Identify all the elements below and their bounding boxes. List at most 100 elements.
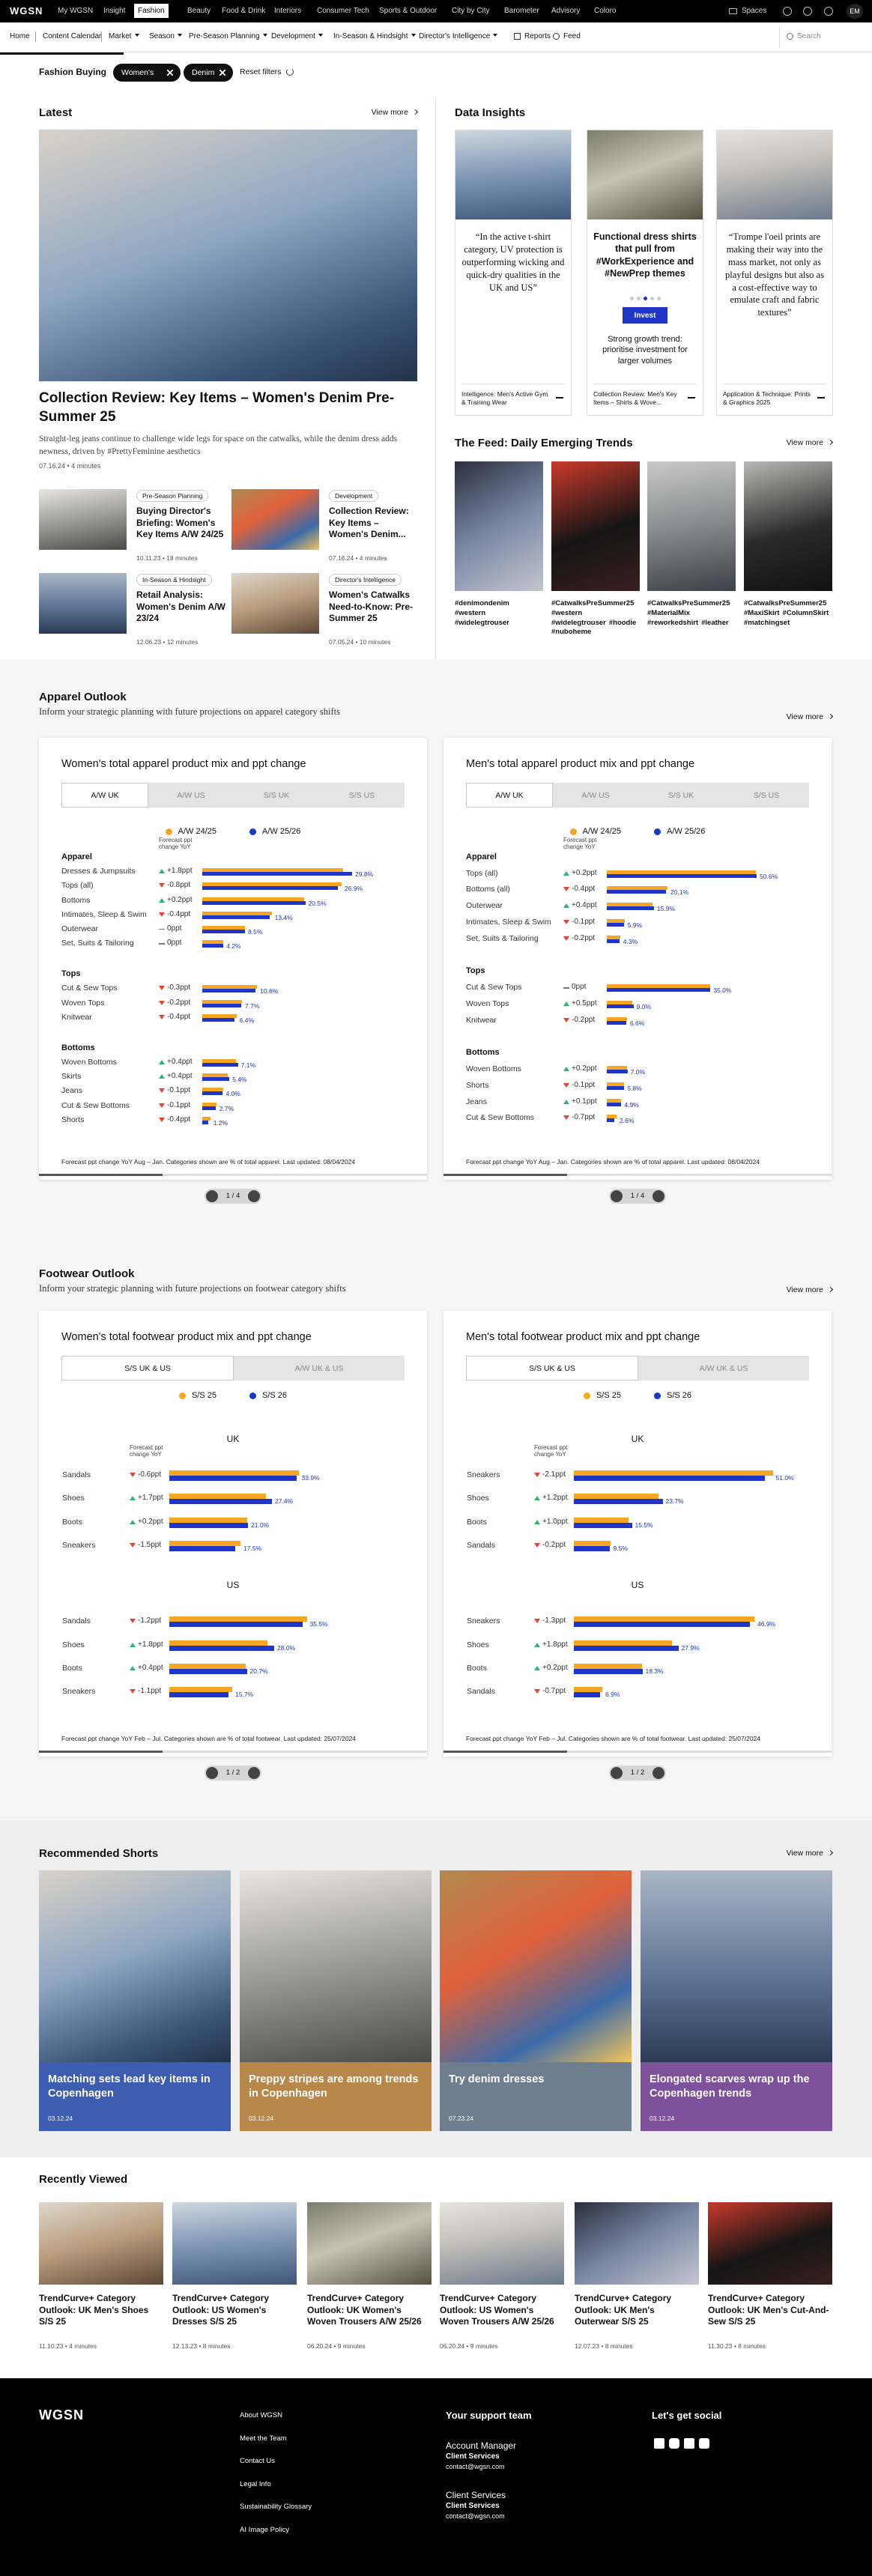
icon[interactable] <box>783 7 792 16</box>
recent-title[interactable]: TrendCurve+ Category Outlook: UK Women's… <box>307 2293 422 2327</box>
nav-item[interactable]: Sports & Outdoor <box>379 7 437 15</box>
footer-link[interactable]: Sustainability Glossary <box>240 2503 312 2511</box>
card-title[interactable]: Collection Review: Key Items – Women's D… <box>329 506 409 540</box>
social-icon[interactable] <box>669 2438 679 2449</box>
tab[interactable]: S/S UK & US <box>466 1356 638 1381</box>
recent-title[interactable]: TrendCurve+ Category Outlook: US Women's… <box>172 2293 270 2327</box>
tab[interactable]: S/S UK <box>667 790 694 800</box>
nav-item[interactable]: Fashion <box>134 4 169 18</box>
nav-item[interactable]: Beauty <box>187 7 211 15</box>
sub-nav-item[interactable]: In-Season & Hindsight <box>333 32 416 40</box>
tab[interactable]: S/S US <box>753 790 780 800</box>
nav-item[interactable]: City by City <box>452 7 490 15</box>
recent-title[interactable]: TrendCurve+ Category Outlook: US Women's… <box>440 2293 554 2327</box>
carousel-dot[interactable] <box>650 297 654 300</box>
next-page[interactable] <box>653 1190 664 1202</box>
icon[interactable] <box>803 7 812 16</box>
nav-item[interactable]: Barometer <box>504 7 539 15</box>
view-more[interactable]: View more <box>342 108 417 117</box>
prev-page[interactable] <box>611 1190 623 1202</box>
tab[interactable]: A/W US <box>177 790 205 800</box>
sub-nav-item[interactable]: Development <box>271 32 323 40</box>
short-card[interactable]: Elongated scarves wrap up the Copenhagen… <box>641 1870 832 2131</box>
tab[interactable]: A/W US <box>581 790 610 800</box>
sub-nav-item[interactable]: Director's Intelligence <box>419 32 497 40</box>
view-more[interactable]: View more <box>757 438 832 447</box>
nav-item[interactable]: Coloro <box>594 7 617 15</box>
nav-item[interactable]: Food & Drink <box>222 7 266 15</box>
nav-item[interactable]: Interiors <box>274 7 302 15</box>
prev-page[interactable] <box>611 1767 623 1779</box>
footer-link[interactable]: Meet the Team <box>240 2434 287 2443</box>
tab[interactable]: A/W UK & US <box>699 1363 748 1373</box>
view-more[interactable]: View more <box>757 1849 832 1858</box>
prev-page[interactable] <box>206 1767 218 1779</box>
tab[interactable]: S/S UK & US <box>61 1356 234 1381</box>
nav-item[interactable]: My WGSN <box>58 7 94 15</box>
view-more[interactable]: View more <box>757 712 832 721</box>
hashtag[interactable]: #MaterialMix <box>647 608 691 617</box>
tab[interactable]: S/S US <box>348 790 375 800</box>
spaces[interactable]: Spaces <box>742 7 767 15</box>
hashtag[interactable]: #ColumnSkirt <box>782 608 829 617</box>
sub-nav-item[interactable]: Feed <box>563 32 581 40</box>
hashtag[interactable]: #CatwalksPreSummer25 <box>551 599 635 607</box>
recent-title[interactable]: TrendCurve+ Category Outlook: UK Men's O… <box>575 2293 672 2327</box>
nav-item[interactable]: Consumer Tech <box>317 7 369 15</box>
sub-nav-item[interactable]: Content Calendar <box>43 32 102 40</box>
tab[interactable]: A/W UK & US <box>294 1363 344 1373</box>
hero-title[interactable]: Collection Review: Key Items – Women's D… <box>39 390 395 425</box>
filter-pill[interactable]: Denim <box>184 64 233 82</box>
icon[interactable] <box>824 7 833 16</box>
sub-nav-item[interactable]: Pre-Season Planning <box>189 32 267 40</box>
carousel-dot[interactable] <box>630 297 634 300</box>
footer-link[interactable]: Legal Info <box>240 2479 271 2488</box>
nav-item[interactable]: Insight <box>103 7 126 15</box>
sub-nav-item[interactable]: Reports <box>524 32 551 40</box>
hashtag[interactable]: #widelegtrouser <box>455 618 509 627</box>
sub-nav-item[interactable]: Home <box>10 32 30 40</box>
hashtag[interactable]: #nuboheme <box>551 628 592 637</box>
tab[interactable]: A/W UK <box>61 783 148 807</box>
hashtag[interactable]: #hoodie <box>608 618 637 627</box>
insight-card[interactable]: Functional dress shirts that pull from #… <box>587 130 703 416</box>
hashtag[interactable]: #reworkedshirt <box>647 618 699 627</box>
hashtag[interactable]: #denimondenim <box>455 599 509 607</box>
recent-title[interactable]: TrendCurve+ Category Outlook: UK Men's S… <box>39 2293 149 2327</box>
hashtag[interactable]: #widelegtrouser <box>551 618 606 627</box>
insight-button[interactable]: Invest <box>623 307 667 324</box>
hashtag[interactable]: #matchingset <box>744 618 790 627</box>
insight-card[interactable]: “In the active t-shirt category, UV prot… <box>455 130 572 416</box>
nav-item[interactable]: Advisory <box>551 7 581 15</box>
insight-card[interactable]: “Trompe l'oeil prints are making their w… <box>716 130 833 416</box>
filter-pill[interactable]: Women's <box>113 64 181 82</box>
next-page[interactable] <box>248 1767 260 1779</box>
footer-link[interactable]: AI Image Policy <box>240 2525 289 2534</box>
hashtag[interactable]: #CatwalksPreSummer25 <box>744 599 827 607</box>
hashtag[interactable]: #western <box>551 608 583 617</box>
hashtag[interactable]: #leather <box>701 618 729 627</box>
card-title[interactable]: Retail Analysis: Women's Denim A/W 23/24 <box>136 590 225 624</box>
contact-email[interactable]: contact@wgsn.com <box>446 2512 505 2520</box>
sub-nav-item[interactable]: Season <box>149 32 182 40</box>
footer-link[interactable]: About WGSN <box>240 2411 283 2419</box>
short-card[interactable]: Matching sets lead key items in Copenhag… <box>39 1870 231 2131</box>
carousel-dot[interactable] <box>644 297 647 300</box>
card-title[interactable]: Women's Catwalks Need-to-Know: Pre-Summe… <box>329 590 413 624</box>
card-title[interactable]: Buying Director's Briefing: Women's Key … <box>136 506 224 540</box>
user-avatar[interactable]: EM <box>847 4 863 19</box>
next-page[interactable] <box>653 1767 664 1779</box>
tab[interactable]: A/W UK <box>466 783 553 807</box>
recent-title[interactable]: TrendCurve+ Category Outlook: UK Men's C… <box>708 2293 829 2327</box>
next-page[interactable] <box>248 1190 260 1202</box>
hashtag[interactable]: #CatwalksPreSummer25 <box>647 599 730 607</box>
social-icon[interactable] <box>684 2438 694 2449</box>
search-input[interactable]: Search <box>797 32 821 40</box>
social-icon[interactable] <box>699 2438 709 2449</box>
short-card[interactable]: Try denim dresses 07.23.24 <box>440 1870 632 2131</box>
carousel-dot[interactable] <box>637 297 641 300</box>
reset-filters[interactable]: Reset filters <box>240 67 282 76</box>
sub-nav-item[interactable]: Market <box>109 32 139 40</box>
short-card[interactable]: Preppy stripes are among trends in Copen… <box>240 1870 432 2131</box>
tab[interactable]: S/S UK <box>263 790 290 800</box>
